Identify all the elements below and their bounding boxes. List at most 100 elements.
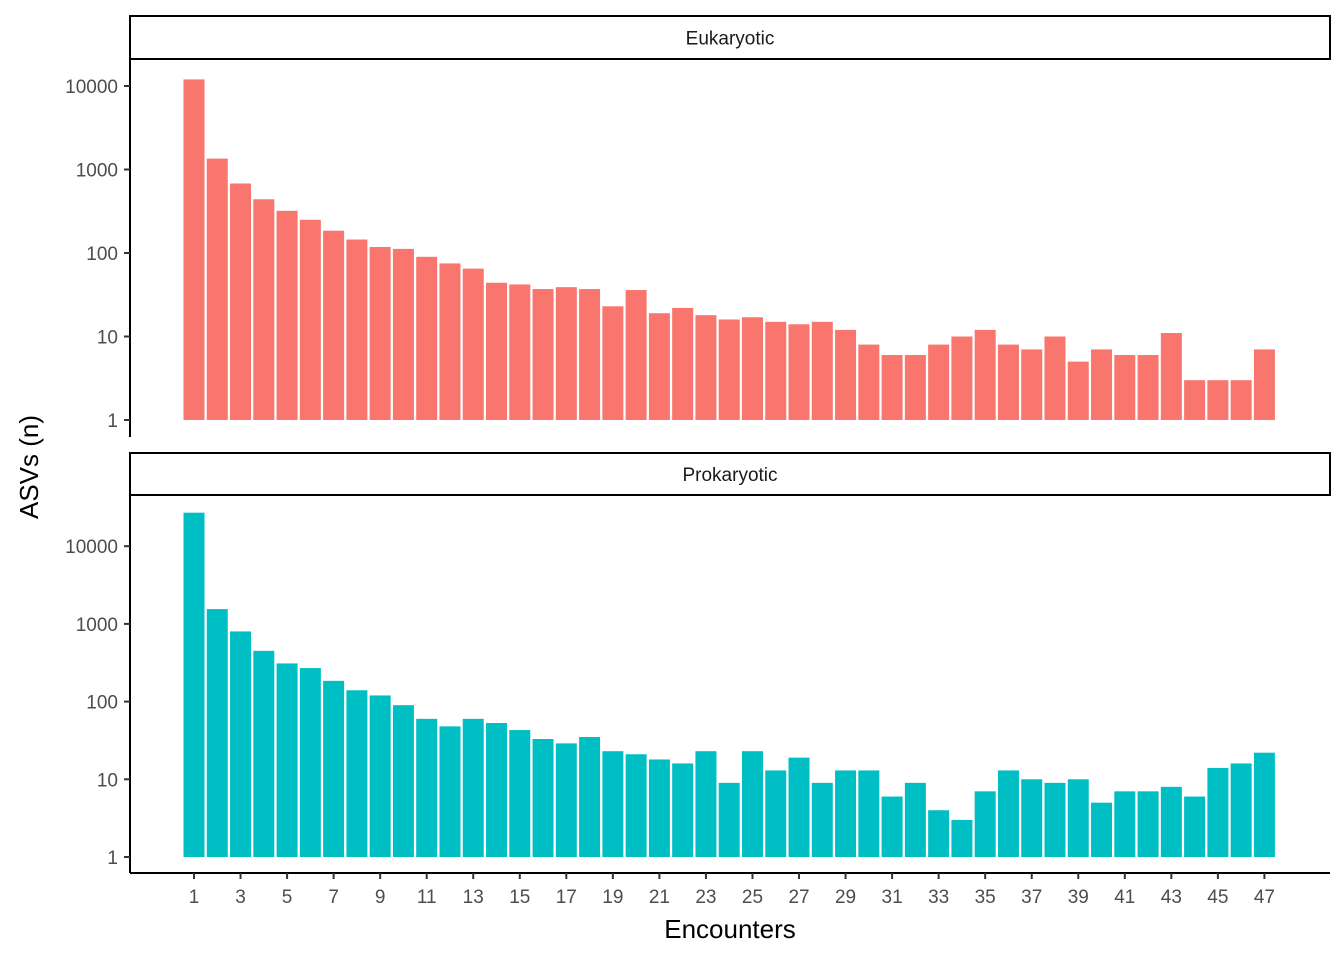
bar (532, 739, 554, 857)
bar (811, 782, 833, 857)
bar (648, 759, 670, 857)
bar (625, 290, 647, 420)
x-tick-label: 47 (1254, 887, 1275, 908)
x-tick-label: 29 (835, 887, 856, 908)
bar (206, 609, 228, 857)
y-tick-label: 100 (86, 244, 118, 265)
bar (741, 317, 763, 420)
bar (881, 355, 903, 420)
x-tick-label: 41 (1114, 887, 1135, 908)
x-tick-label: 5 (282, 887, 293, 908)
x-tick-label: 7 (328, 887, 339, 908)
bar (695, 751, 717, 857)
bar (439, 263, 461, 420)
x-tick-label: 23 (695, 887, 716, 908)
x-tick-label: 11 (417, 887, 437, 908)
x-tick-label: 37 (1021, 887, 1042, 908)
bar (555, 287, 577, 420)
bar (416, 718, 438, 857)
y-axis-title: ASVs (n) (14, 415, 44, 519)
bar (648, 313, 670, 420)
bar (486, 723, 508, 857)
bar (555, 743, 577, 857)
bar (1207, 767, 1229, 857)
bar (1160, 786, 1182, 857)
bar (695, 315, 717, 420)
y-tick-label: 100 (86, 693, 118, 714)
bar (951, 819, 973, 857)
x-tick-label: 21 (649, 887, 670, 908)
bar (323, 680, 345, 857)
x-tick-label: 35 (975, 887, 996, 908)
bar (602, 306, 624, 420)
y-tick-label: 10000 (65, 77, 118, 98)
bar (1230, 763, 1252, 857)
bar (974, 329, 996, 420)
x-tick-label: 39 (1068, 887, 1089, 908)
y-tick-label: 1 (107, 848, 118, 869)
y-tick-label: 10 (97, 328, 118, 349)
bar (835, 329, 857, 420)
bar (881, 796, 903, 857)
x-tick-label: 43 (1161, 887, 1182, 908)
bar (579, 737, 601, 857)
bar (1021, 779, 1043, 857)
bar (1091, 802, 1113, 857)
bar (1044, 782, 1066, 857)
bar (1207, 380, 1229, 420)
facet-strip-label: Prokaryotic (682, 465, 777, 486)
bar (183, 512, 205, 857)
bar (206, 158, 228, 420)
y-tick-label: 1000 (76, 161, 118, 182)
bar (276, 210, 298, 420)
x-tick-label: 31 (882, 887, 903, 908)
bar (1230, 380, 1252, 420)
bar (1067, 779, 1089, 857)
bar (1067, 361, 1089, 420)
bar (1184, 796, 1206, 857)
bar (904, 355, 926, 420)
bar (1091, 349, 1113, 420)
y-tick-label: 1000 (76, 615, 118, 636)
bar (486, 282, 508, 420)
bar (299, 668, 321, 857)
x-tick-label: 13 (463, 887, 484, 908)
bar (392, 248, 414, 420)
bar (765, 770, 787, 857)
bar (230, 631, 252, 857)
bar (1184, 380, 1206, 420)
bar (579, 289, 601, 420)
bar (928, 810, 950, 857)
bar (765, 321, 787, 420)
bar (741, 751, 763, 857)
y-tick-label: 1 (107, 411, 118, 432)
x-tick-label: 3 (235, 887, 246, 908)
facet-strip-0 (129, 15, 1331, 60)
facet-strip-label: Eukaryotic (686, 29, 775, 50)
y-tick-label: 10 (97, 770, 118, 791)
bar (369, 247, 391, 420)
bar (253, 199, 275, 420)
bar (858, 770, 880, 857)
x-axis-title: Encounters (664, 914, 796, 944)
x-tick-label: 17 (556, 887, 577, 908)
bar (509, 730, 531, 857)
x-tick-label: 9 (375, 887, 386, 908)
bar (672, 307, 694, 420)
bar (602, 751, 624, 857)
bar (392, 705, 414, 857)
bar (532, 289, 554, 420)
bar (183, 79, 205, 420)
bar (811, 321, 833, 420)
bar (462, 718, 484, 857)
bar (858, 344, 880, 420)
bar (253, 650, 275, 857)
x-tick-label: 25 (742, 887, 763, 908)
bar (997, 344, 1019, 420)
bar (835, 770, 857, 857)
bar (509, 284, 531, 420)
bar (718, 319, 740, 420)
bar (323, 230, 345, 420)
bar (346, 690, 368, 857)
